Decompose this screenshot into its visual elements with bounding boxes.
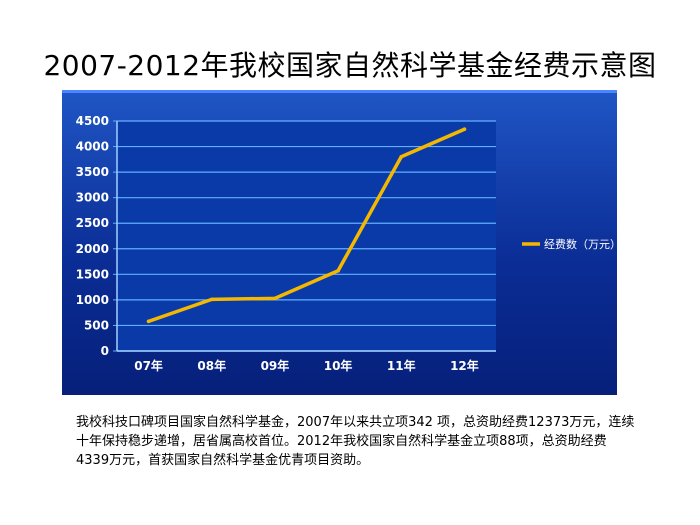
x-tick-label: 11年: [387, 358, 416, 373]
series: [146, 127, 467, 324]
data-point: [462, 127, 467, 132]
y-tick-label: 4000: [76, 140, 109, 154]
data-point: [273, 296, 277, 301]
y-tick-label: 1000: [76, 293, 109, 307]
y-tick-label: 3500: [76, 165, 109, 179]
y-tick-label: 4500: [76, 114, 109, 128]
y-tick-label: 3000: [76, 191, 109, 205]
y-tick-label: 0: [101, 344, 109, 358]
legend-label: 经费数（万元）: [544, 238, 621, 251]
y-tick-label: 2500: [76, 216, 109, 230]
x-axis: 07年 08年 09年 10年 11年 12年: [117, 350, 496, 373]
description-text: 我校科技口碑项目国家自然科学基金，2007年以来共立项342 项，总资助经费12…: [76, 415, 635, 468]
y-tick-label: 500: [84, 318, 109, 332]
plot-area: [117, 121, 496, 351]
x-tick-label: 12年: [450, 358, 479, 373]
x-tick-label: 09年: [261, 358, 290, 373]
data-point: [336, 268, 340, 273]
series-line: [146, 127, 467, 324]
legend: 经费数（万元）: [522, 238, 621, 251]
chart-title: 2007-2012年我校国家自然科学基金经费示意图: [43, 49, 657, 82]
data-point: [399, 154, 404, 159]
data-point: [209, 297, 214, 302]
data-point: [146, 319, 151, 324]
x-tick-label: 08年: [197, 358, 226, 373]
x-tick-label: 07年: [134, 358, 163, 373]
y-tick-label: 1500: [76, 267, 109, 281]
y-axis: 0 500 1000 1500 2000 2500 3000 3500 4000 4500: [76, 114, 118, 358]
x-tick-label: 10年: [324, 358, 353, 373]
gridlines: [117, 120, 496, 352]
y-tick-label: 2000: [76, 242, 109, 256]
